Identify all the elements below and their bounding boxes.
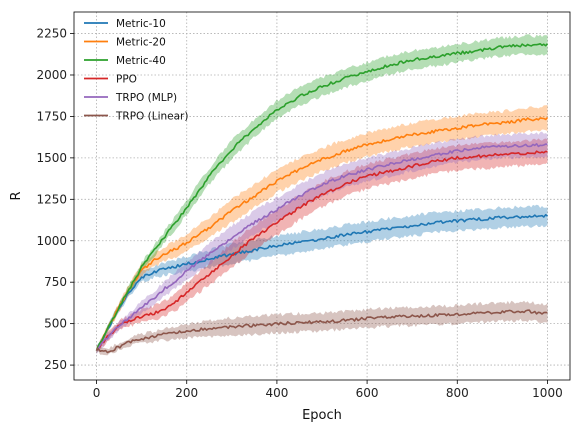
- series-line-4: [95, 143, 548, 352]
- series-line-2: [95, 43, 549, 351]
- series-line-1: [95, 116, 549, 352]
- y-tick-label: 1500: [36, 151, 67, 165]
- band-4: [96, 131, 548, 355]
- grid: [74, 12, 570, 380]
- y-tick-label: 1000: [36, 234, 67, 248]
- x-tick-label: 200: [175, 386, 198, 400]
- x-tick-label: 600: [356, 386, 379, 400]
- x-tick-label: 1000: [532, 386, 563, 400]
- legend-label: Metric-20: [116, 37, 166, 49]
- x-tick-label: 0: [93, 386, 101, 400]
- y-axis-label: R: [9, 191, 24, 200]
- series-lines: [95, 43, 549, 354]
- y-tick-label: 250: [44, 358, 67, 372]
- legend-label: TRPO (MLP): [115, 92, 177, 104]
- legend-label: Metric-10: [116, 18, 166, 30]
- y-tick-label: 1750: [36, 109, 67, 123]
- band-0: [96, 204, 548, 353]
- legend: Metric-10 Metric-20 Metric-40 PPO TRPO (MLP)…: [84, 18, 188, 123]
- legend-label: TRPO (Linear): [115, 111, 188, 123]
- x-axis-label: Epoch: [302, 408, 342, 423]
- series-line-5: [96, 309, 548, 354]
- plot-frame: [73, 11, 571, 381]
- y-tick-label: 1250: [36, 192, 67, 206]
- axis-ticks: 0 200 400 600 800 1000 250 500 750 1000 1250 1500 17…: [36, 27, 562, 400]
- x-tick-label: 400: [265, 386, 288, 400]
- series-line-0: [95, 213, 548, 352]
- y-tick-label: 500: [44, 317, 67, 331]
- series-line-3: [95, 150, 548, 352]
- band-3: [96, 138, 548, 352]
- legend-label: Metric-40: [116, 55, 166, 67]
- band-1: [96, 105, 548, 353]
- legend-label: PPO: [116, 74, 137, 86]
- y-tick-label: 2250: [36, 27, 67, 41]
- y-tick-label: 750: [44, 275, 67, 289]
- x-tick-label: 800: [446, 386, 469, 400]
- y-tick-label: 2000: [36, 68, 67, 82]
